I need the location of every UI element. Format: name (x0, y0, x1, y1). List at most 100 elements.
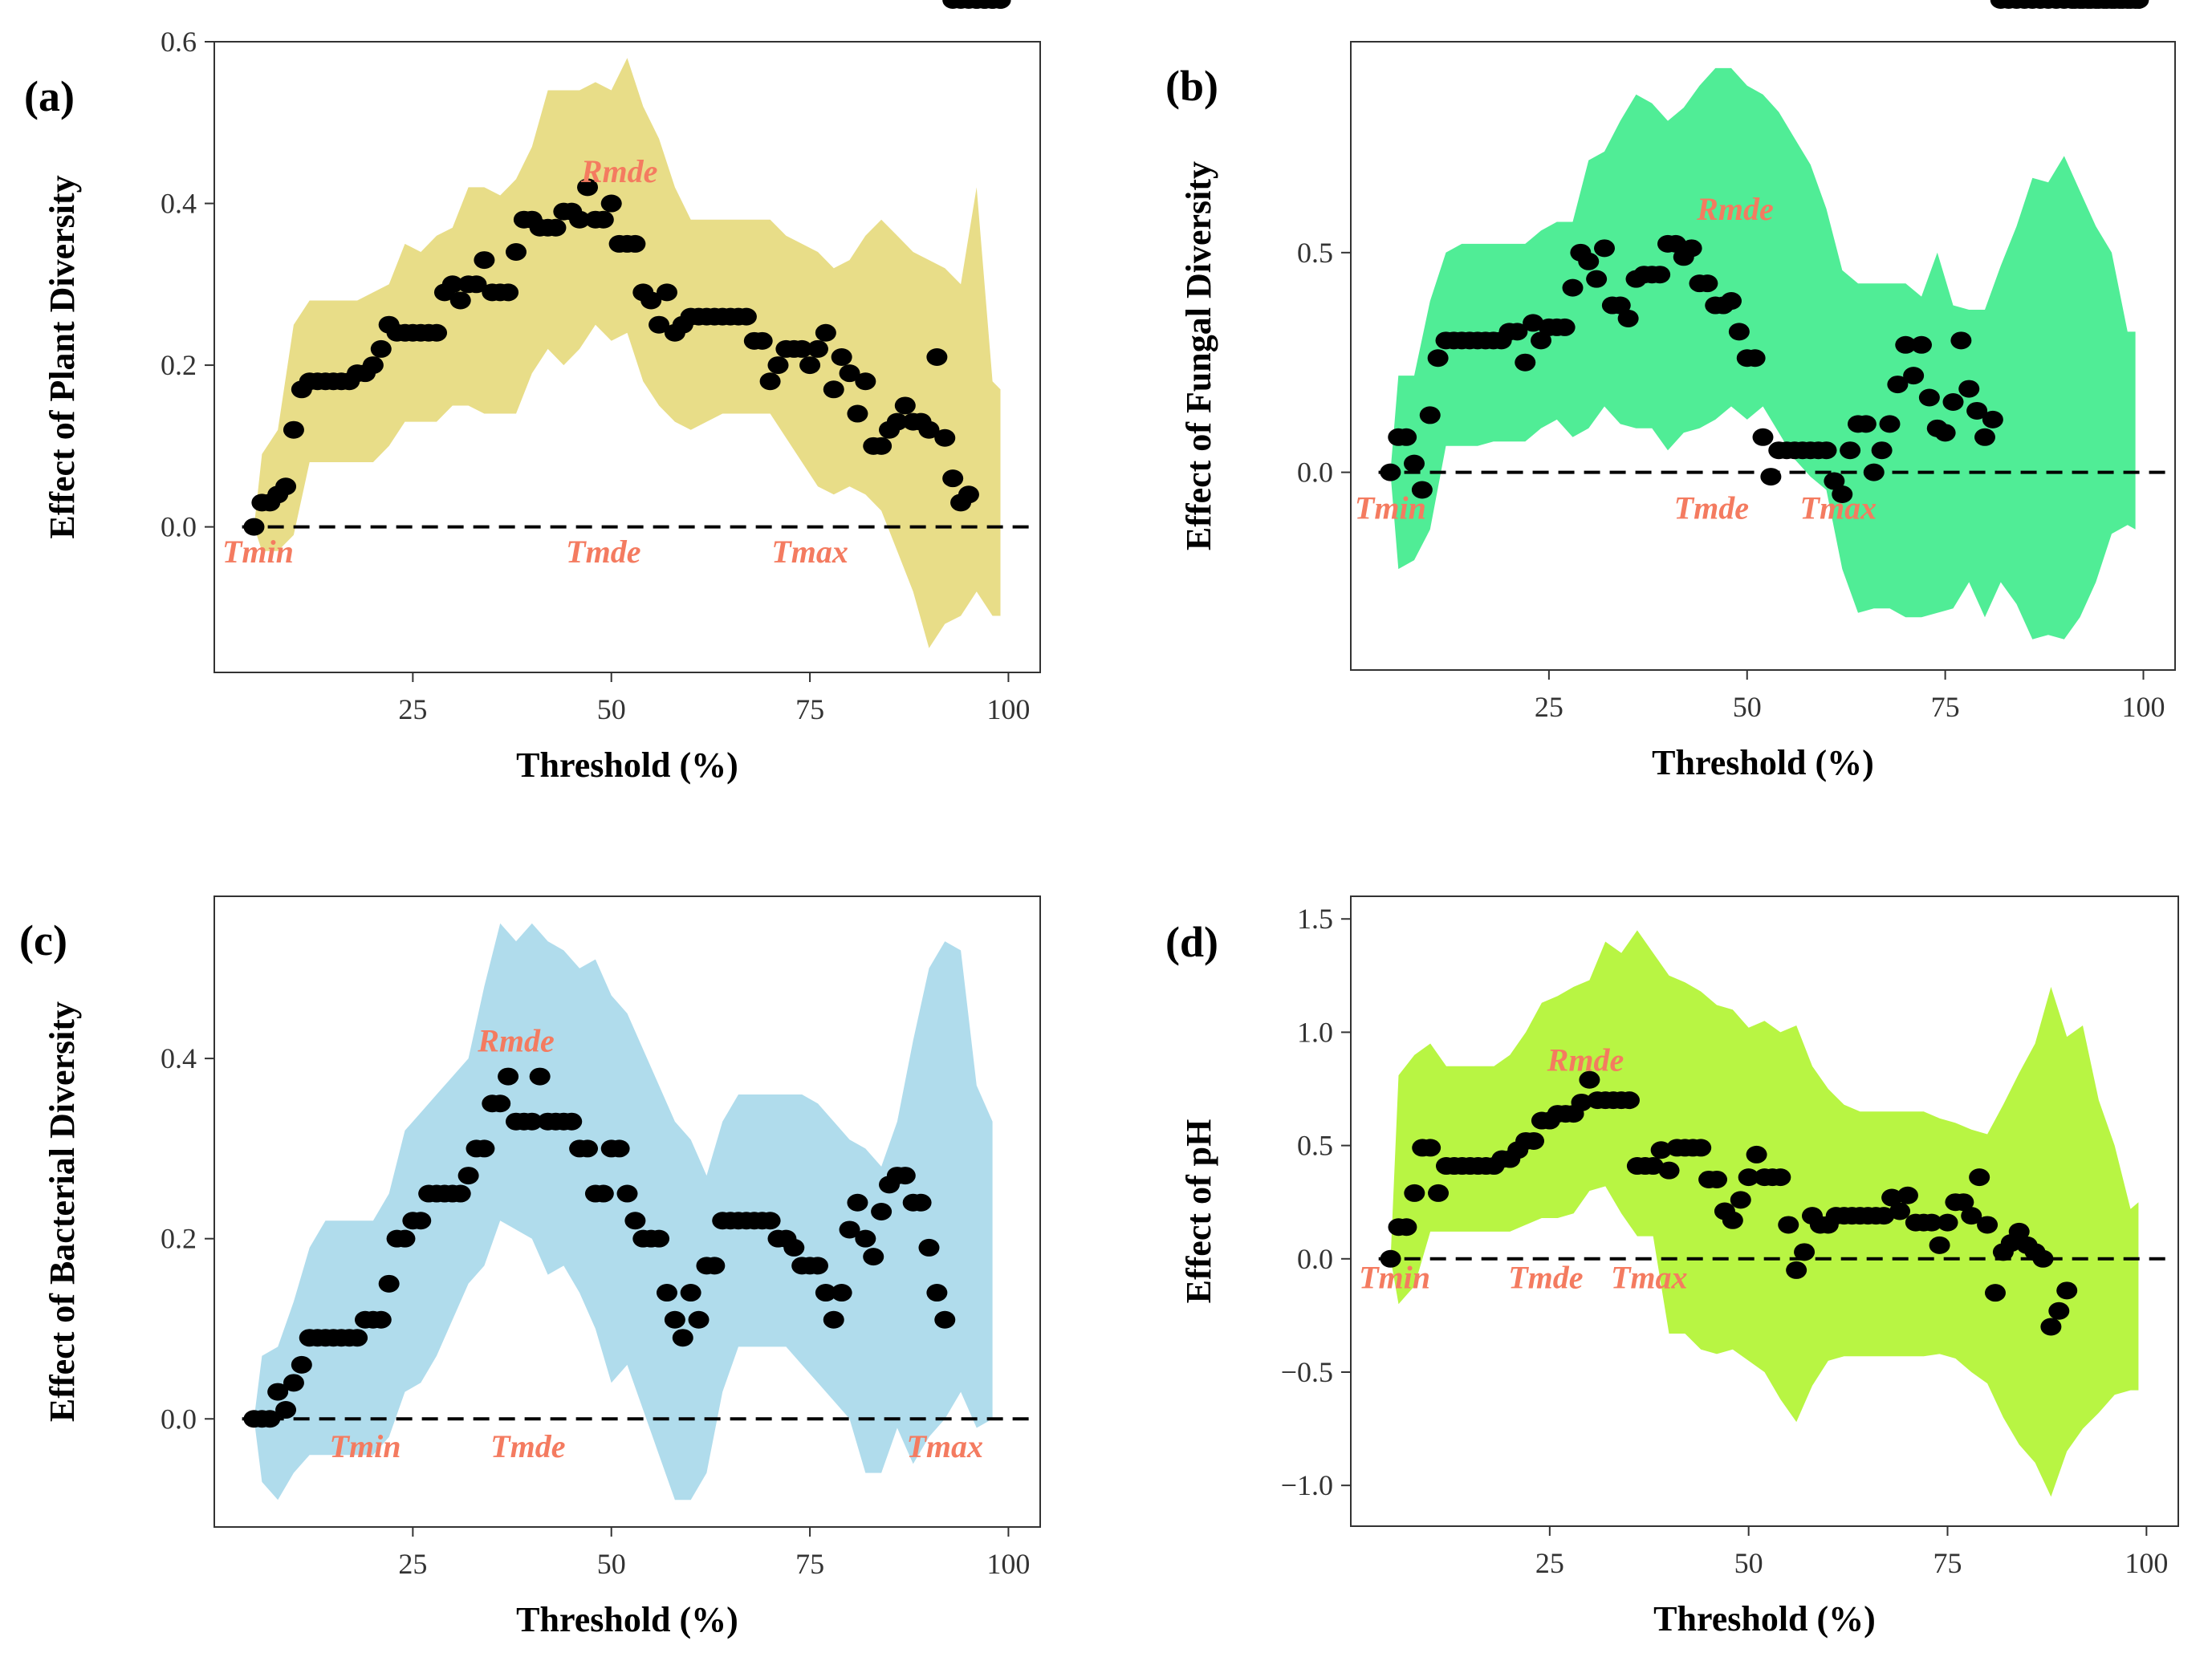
data-point (1911, 335, 1932, 354)
data-point (1863, 463, 1885, 481)
data-point (1681, 239, 1702, 258)
x-tick-label: 100 (2125, 1547, 2168, 1579)
data-point (529, 1067, 551, 1086)
data-point (1816, 441, 1837, 460)
confidence-band (254, 923, 993, 1501)
panel-c: 25 50 75 100 0.0 0.2 0.4 Threshold (%) Effect of… (19, 0, 1041, 1639)
data-point (871, 437, 893, 455)
data-point (378, 1274, 400, 1293)
plot-frame (1350, 895, 2179, 1527)
data-point (1380, 463, 1401, 481)
plot-frame (1350, 41, 2176, 671)
data-point (1950, 331, 1972, 350)
data-point (1380, 1249, 1401, 1268)
data-point (934, 428, 956, 447)
data-point (2032, 1249, 2054, 1268)
y-tick-label: 0.5 (1297, 237, 1333, 269)
annotation-tmin: Tmin (1359, 1259, 1430, 1295)
y-tick-label: 1.0 (1297, 1016, 1333, 1048)
data-point (894, 396, 916, 415)
x-tick-label: 25 (1535, 691, 1563, 723)
data-point (656, 283, 677, 302)
data-point (1786, 1261, 1807, 1279)
data-point (1966, 401, 1988, 420)
data-point (656, 1284, 677, 1302)
data-point (799, 356, 821, 375)
data-point (1730, 1191, 1751, 1209)
data-point (990, 0, 1011, 9)
x-axis-title: Threshold (%) (1653, 1599, 1876, 1639)
data-point (1586, 270, 1608, 288)
data-point (1746, 1145, 1767, 1163)
data-point (1958, 380, 1980, 398)
data-point (1873, 1207, 1895, 1225)
data-point (1697, 274, 1718, 293)
data-point (839, 1220, 860, 1239)
data-point (457, 1167, 479, 1185)
annotation-tmax: Tmax (1611, 1259, 1688, 1295)
data-point (1918, 388, 1940, 407)
confidence-band (1390, 930, 2139, 1497)
panel-d: 25 50 75 100 −1.0 −0.5 0.0 0.5 1.0 1.5 Threshold (… (1165, 0, 2179, 1639)
data-point (1778, 1216, 1799, 1234)
y-tick-label: 0.6 (161, 26, 197, 58)
data-point (1969, 1168, 1990, 1187)
data-point (1507, 323, 1528, 341)
y-axis-title: Effect of pH (1179, 1119, 1218, 1304)
data-point (1594, 239, 1615, 258)
data-point (1984, 1284, 2006, 1302)
data-point (1881, 1188, 1903, 1207)
data-point (815, 1284, 836, 1302)
y-axis-title: Effect of Bacterial Diversity (43, 1001, 82, 1422)
data-point (275, 477, 297, 496)
x-tick-label: 25 (398, 693, 427, 725)
data-point (759, 1212, 781, 1230)
data-point (926, 1284, 948, 1302)
data-point (1871, 441, 1893, 460)
data-point (1961, 1207, 1982, 1225)
y-tick-label: 0.0 (161, 1403, 197, 1435)
data-point (1974, 428, 1995, 446)
data-point (1903, 367, 1925, 385)
x-tick-label: 50 (597, 1548, 626, 1580)
data-point (1404, 454, 1425, 473)
data-point (1722, 1211, 1743, 1229)
annotation-tmde: Tmde (1508, 1259, 1583, 1295)
data-point (815, 323, 836, 342)
data-point (807, 339, 828, 358)
y-axis-title: Effect of Plant Diversity (43, 175, 82, 538)
y-tick-label: 0.2 (161, 1223, 197, 1255)
y-tick-label: 0.0 (1297, 457, 1333, 489)
data-point (847, 1193, 868, 1212)
annotation-tmin: Tmin (222, 534, 294, 570)
data-point (561, 1112, 583, 1131)
data-point (1404, 1184, 1425, 1202)
annotation-tmax: Tmax (771, 534, 848, 570)
data-point (839, 364, 860, 383)
data-point (577, 178, 599, 197)
data-point (1690, 1139, 1712, 1157)
data-point (1419, 406, 1441, 424)
x-tick-label: 50 (597, 693, 626, 725)
data-point (1982, 410, 2003, 428)
x-tick-label: 75 (1933, 1547, 1962, 1579)
data-point (1738, 1168, 1759, 1187)
data-point (608, 1139, 630, 1158)
data-point (1428, 1184, 1450, 1202)
plot-frame (213, 895, 1041, 1528)
data-point (855, 372, 876, 391)
data-point (807, 1257, 828, 1275)
data-point (1658, 1161, 1680, 1180)
data-point (283, 1374, 304, 1392)
data-point (1515, 353, 1536, 372)
data-point (1721, 292, 1742, 311)
data-point (1571, 1093, 1592, 1111)
y-tick-label: −1.0 (1281, 1469, 1333, 1501)
data-point (283, 420, 304, 439)
y-tick-label: 0.0 (161, 511, 197, 543)
data-point (871, 1203, 893, 1220)
data-point (767, 356, 789, 375)
panel-a: 25 50 75 100 0.0 0.2 0.4 0.6 Threshold (%) Effect… (24, 0, 1041, 785)
data-point (831, 1284, 852, 1302)
data-point (243, 518, 265, 536)
